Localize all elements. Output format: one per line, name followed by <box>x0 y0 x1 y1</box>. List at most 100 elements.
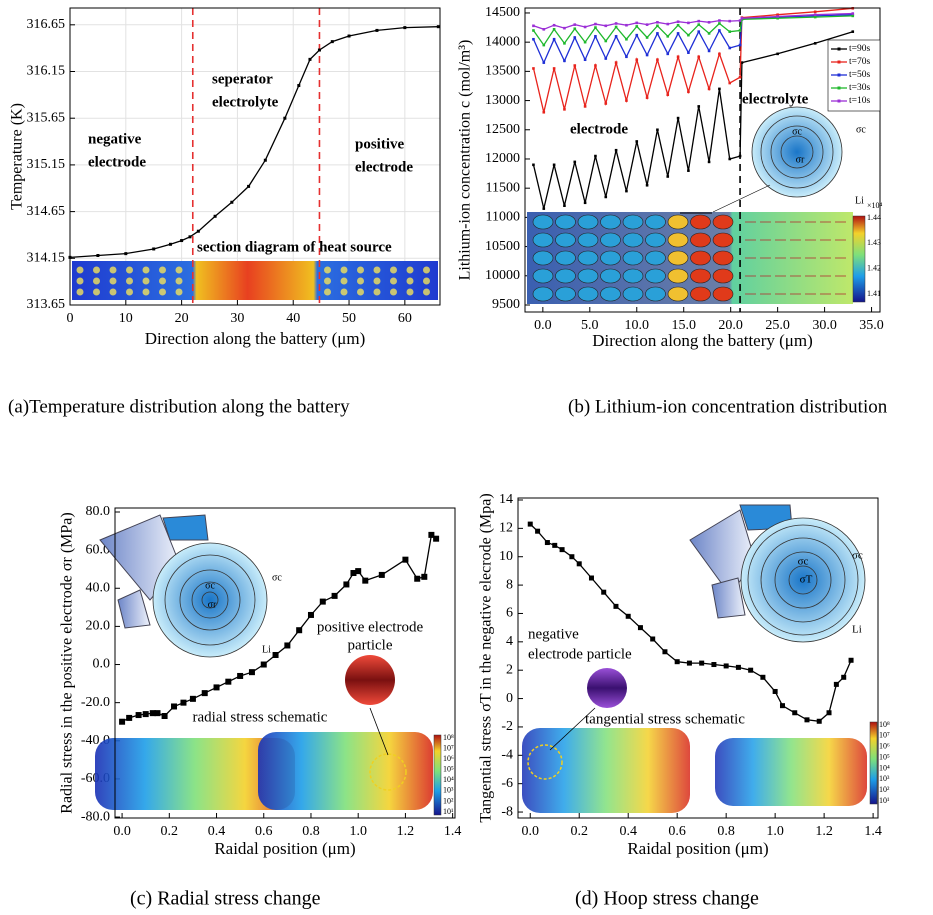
x-tick-label: 0.0 <box>113 824 131 839</box>
particle-dot <box>373 277 381 285</box>
data-point <box>614 25 618 29</box>
data-point <box>711 662 717 668</box>
data-point <box>152 247 156 251</box>
legend-label: t=10s <box>849 96 870 106</box>
annotation: Li <box>262 644 271 655</box>
annotation: σc <box>798 556 809 568</box>
particle <box>667 214 689 230</box>
data-point <box>656 21 659 24</box>
annotation: seperator <box>212 71 273 87</box>
particle <box>532 250 554 266</box>
data-point <box>816 718 822 724</box>
particle-dot <box>142 266 150 274</box>
particle-dot <box>357 277 364 285</box>
data-point <box>414 575 421 582</box>
legend-label: t=90s <box>849 44 870 54</box>
particle-dot <box>390 277 397 285</box>
data-point <box>563 26 566 30</box>
particle <box>712 232 734 248</box>
data-point <box>201 690 208 697</box>
data-point <box>707 49 711 53</box>
colorbar-label: 10⁸ <box>879 720 890 729</box>
data-point <box>645 96 649 99</box>
y-tick-label: -20.0 <box>81 695 110 710</box>
data-point <box>718 29 721 32</box>
caption: (d) Hoop stress change <box>575 888 759 910</box>
particle <box>532 232 554 248</box>
x-tick-label: 0.8 <box>717 824 735 839</box>
data-point <box>687 90 690 94</box>
x-tick-label: 1.0 <box>349 824 367 839</box>
data-point <box>126 714 133 721</box>
legend-marker <box>837 73 841 77</box>
data-point <box>848 657 854 663</box>
legend-marker <box>837 60 841 64</box>
y-tick-label: 60.0 <box>86 542 111 557</box>
particle-dot <box>159 266 166 274</box>
particle <box>622 232 644 248</box>
y-tick-label: 313.65 <box>27 297 66 312</box>
particle-dot <box>357 266 364 274</box>
annotation: σT <box>800 574 813 586</box>
data-point <box>614 22 618 25</box>
colorbar-label: 10² <box>879 785 890 794</box>
particle <box>690 214 711 230</box>
data-point <box>718 52 721 56</box>
particle <box>532 286 554 302</box>
colorbar-label: 10⁶ <box>879 742 890 751</box>
particle-dot <box>357 288 364 296</box>
data-point <box>723 663 729 669</box>
data-point <box>569 554 575 560</box>
data-point <box>402 556 409 563</box>
data-point <box>676 116 680 120</box>
y-tick-label: 12000 <box>485 151 520 166</box>
axes-frame <box>114 507 456 819</box>
data-point <box>362 577 369 584</box>
data-point <box>542 207 546 210</box>
data-point <box>375 28 379 32</box>
data-point <box>355 568 362 575</box>
particle <box>645 214 666 230</box>
x-tick-label: 1.2 <box>397 824 415 839</box>
data-point <box>180 699 187 706</box>
annotation: positive electrode <box>317 619 424 635</box>
electrode-image <box>527 212 853 304</box>
data-point <box>687 33 690 37</box>
data-point <box>535 528 541 534</box>
data-point <box>296 627 303 634</box>
legend-marker <box>837 99 841 103</box>
data-point <box>707 87 711 91</box>
colorbar <box>852 215 866 303</box>
data-point <box>347 34 351 38</box>
particle-dot <box>76 277 84 285</box>
particle-dot <box>340 288 348 296</box>
data-point <box>614 35 618 38</box>
particle-dot <box>126 277 133 285</box>
data-point <box>283 116 287 120</box>
data-point <box>813 42 817 45</box>
colorbar-label: 10³ <box>879 774 890 783</box>
annotation: electrode <box>355 159 413 175</box>
data-point <box>583 105 587 108</box>
x-tick-label: 1.4 <box>864 824 882 839</box>
data-point <box>676 23 680 27</box>
data-point <box>625 189 628 193</box>
data-point <box>804 717 810 723</box>
particle <box>645 232 666 248</box>
schematic-circle <box>788 565 818 595</box>
x-tick-label: 60 <box>398 311 412 326</box>
particle <box>712 214 734 230</box>
data-point <box>614 148 618 152</box>
colorbar-label: 1.42 <box>867 263 881 272</box>
particle-dot <box>340 277 348 285</box>
data-point <box>718 22 721 25</box>
data-point <box>625 23 628 27</box>
data-point <box>687 169 690 172</box>
caption: (c) Radial stress change <box>130 888 321 910</box>
data-point <box>738 43 742 47</box>
data-point <box>583 58 587 61</box>
data-point <box>247 184 251 188</box>
y-axis-label: Lithium-ion concentration c (mol/m³) <box>457 40 474 281</box>
stress-image <box>715 738 867 806</box>
data-point <box>650 636 656 642</box>
